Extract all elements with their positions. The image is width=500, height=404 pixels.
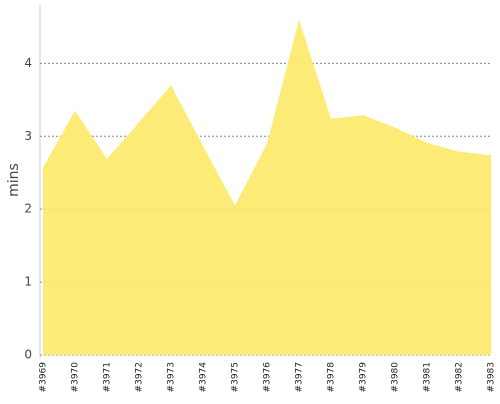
x-tick-label: #3978 (327, 362, 337, 393)
y-tick-label: 2 (24, 202, 32, 216)
area (43, 19, 491, 355)
x-tick-label: #3976 (263, 362, 273, 393)
x-tick-label: #3982 (455, 362, 465, 392)
x-tick-label: #3969 (39, 362, 49, 393)
x-tick-label: #3972 (135, 362, 145, 392)
x-tick-label: #3980 (391, 362, 401, 393)
y-tick-label: 4 (24, 56, 32, 70)
y-tick-label: 0 (24, 348, 32, 362)
x-tick-label: #3973 (167, 362, 177, 392)
x-tick-label: #3975 (231, 362, 241, 392)
x-tick-label: #3971 (103, 362, 113, 392)
x-tick-label: #3981 (423, 362, 433, 392)
x-tick-label: #3979 (359, 362, 369, 393)
x-tick-label: #3983 (487, 362, 497, 392)
x-tick-label: #3977 (295, 362, 305, 392)
y-tick-label: 1 (24, 275, 32, 289)
x-tick-label: #3970 (71, 362, 81, 393)
x-tick-label: #3974 (199, 362, 209, 393)
y-axis-label: mins (6, 163, 22, 197)
y-tick-label: 3 (24, 129, 32, 143)
